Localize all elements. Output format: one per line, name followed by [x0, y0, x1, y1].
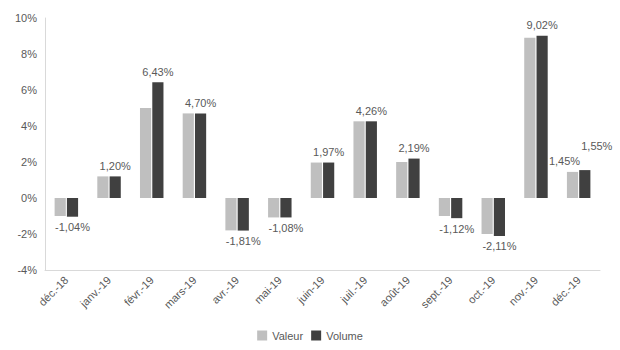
svg-text:sept.-19: sept.-19	[418, 274, 455, 311]
svg-text:6,43%: 6,43%	[142, 66, 173, 78]
svg-text:1,55%: 1,55%	[581, 140, 612, 152]
svg-text:déc.-18: déc.-18	[36, 274, 70, 308]
svg-text:mars-19: mars-19	[162, 274, 199, 311]
svg-text:6%: 6%	[21, 84, 37, 96]
svg-text:-1,81%: -1,81%	[226, 235, 261, 247]
svg-text:4,70%: 4,70%	[185, 97, 216, 109]
svg-text:-2%: -2%	[17, 228, 37, 240]
svg-text:déc.-19: déc.-19	[549, 274, 583, 308]
svg-text:juil.-19: juil.-19	[337, 274, 369, 306]
svg-text:nov.-19: nov.-19	[506, 274, 540, 308]
svg-text:1,20%: 1,20%	[100, 160, 131, 172]
svg-text:août-19: août-19	[377, 274, 412, 309]
svg-text:-2,11%: -2,11%	[482, 240, 516, 252]
svg-text:oct.-19: oct.-19	[465, 274, 497, 306]
svg-text:janv.-19: janv.-19	[77, 274, 113, 310]
svg-text:1,45%: 1,45%	[549, 155, 580, 167]
svg-text:2,19%: 2,19%	[398, 142, 429, 154]
svg-text:4%: 4%	[21, 120, 37, 132]
svg-text:-1,08%: -1,08%	[269, 222, 304, 234]
svg-text:-4%: -4%	[17, 264, 37, 276]
svg-text:1,97%: 1,97%	[313, 146, 344, 158]
svg-text:mai-19: mai-19	[252, 274, 284, 306]
svg-text:Volume: Volume	[326, 330, 363, 342]
svg-text:Valeur: Valeur	[272, 330, 303, 342]
svg-text:2%: 2%	[21, 156, 37, 168]
svg-text:0%: 0%	[21, 192, 37, 204]
svg-text:8%: 8%	[21, 48, 37, 60]
svg-text:-1,04%: -1,04%	[55, 221, 90, 233]
svg-text:févr.-19: févr.-19	[122, 274, 156, 308]
svg-text:10%: 10%	[15, 12, 37, 24]
svg-text:4,26%: 4,26%	[356, 105, 387, 117]
svg-text:-1,12%: -1,12%	[439, 223, 474, 235]
svg-text:9,02%: 9,02%	[527, 19, 558, 31]
svg-text:juin-19: juin-19	[294, 274, 327, 307]
svg-text:avr.-19: avr.-19	[209, 274, 241, 306]
